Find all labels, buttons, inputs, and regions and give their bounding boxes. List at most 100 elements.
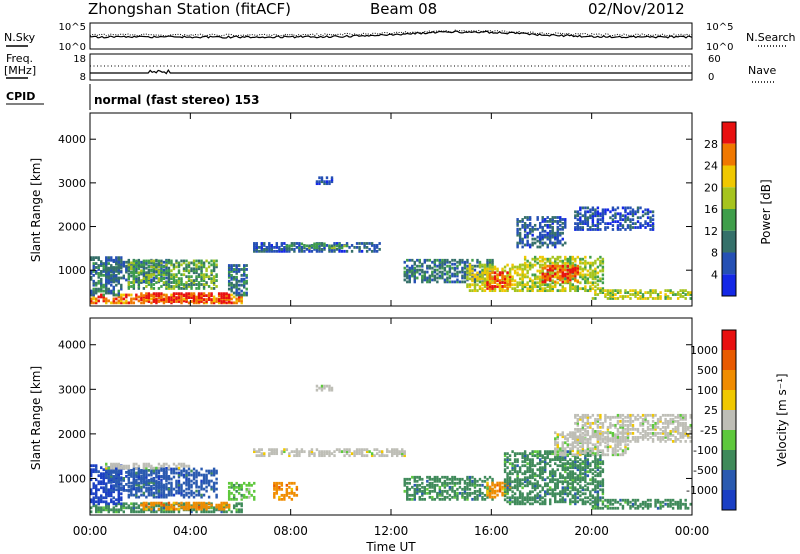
echo-cell [564, 241, 567, 245]
echo-cell [177, 473, 181, 477]
echo-cell [237, 299, 241, 303]
echo-cell [110, 489, 113, 492]
echo-cell [639, 216, 642, 220]
echo-cell [523, 261, 527, 265]
echo-cell [105, 502, 108, 506]
echo-cell [631, 208, 635, 212]
echo-cell [486, 287, 489, 290]
echo-cell [190, 294, 193, 298]
echo-cell [584, 472, 587, 476]
echo-cell [651, 210, 655, 214]
echo-cell [681, 291, 685, 294]
echo-cell [140, 265, 143, 269]
echo-cell [210, 471, 213, 475]
echo-cell [523, 233, 527, 237]
echo-cell [115, 262, 118, 266]
echo-cell [157, 485, 161, 489]
echo-cell [418, 272, 421, 276]
echo-cell [646, 297, 650, 300]
echo-cell [147, 273, 151, 277]
echo-cell [112, 293, 115, 297]
echo-cell [523, 229, 527, 233]
echo-cell [142, 503, 146, 507]
echo-cell [591, 273, 595, 277]
echo-cell [544, 289, 547, 293]
echo-cell [574, 445, 577, 449]
echo-cell [456, 481, 459, 485]
echo-cell [491, 277, 494, 281]
echo-cell [513, 458, 517, 462]
echo-cell [315, 388, 319, 392]
echo-cell [564, 470, 567, 474]
echo-cell [566, 472, 569, 476]
echo-cell [591, 468, 595, 472]
echo-cell [406, 477, 409, 481]
echo-cell [473, 280, 477, 284]
echo-cell [340, 244, 344, 247]
echo-cell [614, 214, 617, 218]
echo-cell [501, 273, 504, 277]
echo-cell [491, 481, 494, 485]
echo-cell [649, 291, 652, 294]
echo-cell [140, 296, 143, 300]
echo-cell [130, 510, 133, 514]
echo-cell [290, 491, 294, 495]
echo-cell [443, 495, 447, 499]
echo-cell [551, 289, 554, 293]
echo-cell [453, 493, 457, 497]
echo-cell [564, 261, 567, 265]
echo-cell [253, 247, 256, 251]
echo-cell [586, 279, 590, 283]
echo-cell [210, 473, 213, 477]
echo-cell [130, 473, 133, 477]
echo-cell [453, 268, 457, 272]
echo-cell [423, 272, 427, 276]
echo-cell [488, 485, 492, 489]
echo-cell [636, 208, 640, 212]
echo-cell [493, 281, 497, 284]
echo-cell [551, 235, 554, 239]
echo-cell [142, 501, 146, 505]
echo-cell [90, 464, 93, 468]
echo-cell [137, 267, 141, 271]
echo-cell [513, 496, 517, 500]
echo-cell [235, 264, 238, 267]
echo-cell [536, 285, 539, 289]
echo-cell [298, 450, 301, 454]
echo-cell [629, 210, 632, 214]
echo-cell [599, 279, 602, 283]
echo-cell [508, 488, 512, 492]
echo-cell [227, 298, 231, 301]
echo-cell [288, 452, 291, 456]
echo-cell [215, 503, 218, 507]
echo-cell [601, 208, 605, 212]
echo-cell [230, 497, 233, 501]
echo-cell [518, 241, 522, 245]
echo-cell [549, 225, 552, 229]
echo-cell [644, 297, 647, 300]
echo-cell [100, 271, 103, 275]
echo-cell [594, 275, 597, 279]
echo-cell [541, 237, 544, 241]
echo-cell [165, 269, 168, 273]
echo-cell [586, 273, 590, 277]
echo-cell [461, 274, 464, 278]
echo-cell [210, 294, 213, 298]
echo-cell [538, 484, 542, 488]
echo-cell [636, 297, 640, 300]
echo-cell [175, 285, 178, 288]
echo-cell [521, 285, 524, 289]
echo-cell [175, 501, 178, 505]
echo-cell [102, 289, 105, 293]
echo-cell [639, 226, 642, 229]
echo-cell [120, 264, 123, 268]
echo-cell [438, 487, 442, 491]
echo-cell [574, 272, 577, 276]
echo-cell [112, 464, 115, 468]
echo-cell [200, 263, 203, 267]
echo-cell [115, 498, 118, 502]
echo-cell [491, 483, 494, 487]
echo-cell [165, 273, 168, 277]
echo-cell [438, 479, 442, 483]
echo-cell [599, 261, 602, 265]
